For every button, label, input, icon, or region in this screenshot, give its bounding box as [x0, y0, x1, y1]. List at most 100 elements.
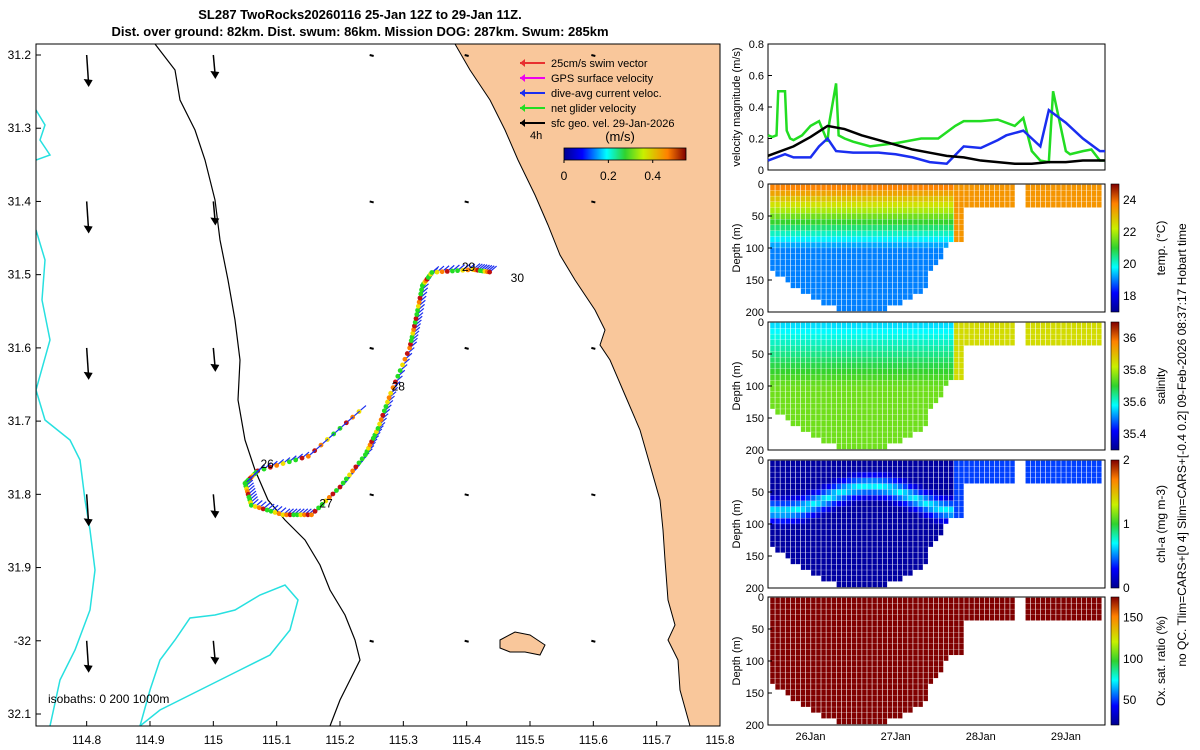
colorbar-tick-label: 0.4: [644, 169, 661, 183]
profile-data-point: [780, 684, 785, 690]
profile-data-point: [882, 529, 888, 536]
profile-data-point: [1066, 477, 1071, 484]
profile-data-point: [913, 661, 918, 667]
profile-data-point: [846, 380, 852, 386]
profile-scatter: [770, 597, 1102, 725]
profile-data-point: [800, 271, 806, 277]
profile-data-point: [800, 701, 806, 707]
profile-data-point: [841, 655, 847, 661]
profile-data-point: [851, 420, 857, 427]
profile-data-point: [918, 345, 923, 352]
profile-data-point: [811, 661, 816, 667]
track-point: [316, 505, 322, 511]
profile-data-point: [800, 620, 806, 627]
profile-data-point: [775, 207, 780, 214]
profile-data-point: [928, 632, 934, 638]
profile-data-point: [1030, 477, 1036, 484]
profile-colorbar: [1110, 321, 1120, 451]
profile-data-point: [836, 689, 842, 696]
profile-data-point: [903, 632, 908, 638]
track-point: [298, 512, 304, 518]
track-point: [413, 316, 419, 321]
profile-data-point: [805, 672, 811, 679]
profile-data-point: [897, 564, 903, 570]
profile-data-point: [872, 707, 877, 713]
profile-data-point: [897, 460, 903, 467]
profile-data-point: [872, 265, 877, 271]
profile-data-point: [877, 443, 882, 450]
profile-data-point: [851, 501, 857, 507]
profile-data-point: [841, 466, 847, 472]
profile-data-point: [938, 230, 944, 237]
profile-data-point: [948, 328, 954, 334]
profile-data-point: [805, 609, 811, 615]
profile-data-point: [805, 334, 811, 340]
profile-data-point: [1076, 466, 1082, 472]
profile-data-point: [811, 236, 816, 243]
profile-data-point: [892, 271, 898, 277]
profile-data-point: [903, 391, 908, 398]
profile-data-point: [841, 529, 847, 536]
track-point: [378, 417, 384, 423]
profile-data-point: [780, 190, 785, 196]
profile-data-point: [969, 339, 974, 346]
profile-data-point: [790, 213, 796, 219]
profile-data-point: [790, 489, 796, 495]
profile-data-point: [877, 420, 882, 427]
profile-data-point: [887, 409, 893, 415]
profile-data-point: [836, 506, 842, 513]
profile-data-point: [887, 253, 893, 260]
profile-data-point: [846, 707, 852, 713]
profile-data-point: [877, 552, 882, 559]
profile-data-point: [954, 351, 959, 357]
profile-data-point: [790, 368, 796, 375]
profile-data-point: [775, 661, 780, 667]
profile-data-point: [841, 575, 847, 582]
profile-data-point: [928, 501, 934, 507]
profile-ylabel: Depth (m): [731, 637, 743, 686]
profile-data-point: [882, 672, 888, 679]
profile-data-point: [862, 339, 867, 346]
profile-data-point: [811, 397, 816, 404]
track-point: [410, 330, 416, 336]
profile-data-point: [811, 380, 816, 386]
track-point: [276, 511, 282, 517]
colorbar-tick-label: 0.2: [600, 169, 617, 183]
profile-data-point: [928, 466, 934, 472]
profile-data-point: [831, 495, 837, 501]
profile-data-point: [892, 712, 898, 719]
profile-data-point: [923, 351, 928, 357]
track-point: [323, 498, 329, 504]
profile-data-point: [811, 684, 816, 690]
profile-data-point: [908, 501, 913, 507]
profile-data-point: [892, 328, 898, 334]
profile-data-point: [800, 207, 806, 214]
profile-data-point: [913, 655, 918, 661]
profile-data-point: [790, 655, 796, 661]
profile-data-point: [933, 643, 939, 650]
profile-data-point: [821, 294, 826, 300]
profile-data-point: [872, 328, 877, 334]
profile-data-point: [851, 207, 857, 214]
profile-data-point: [882, 345, 888, 352]
profile-data-point: [1071, 609, 1077, 615]
profile-data-point: [913, 345, 918, 352]
profile-data-point: [923, 460, 928, 467]
profile-data-point: [846, 632, 852, 638]
profile-data-point: [954, 368, 959, 375]
profile-data-point: [780, 614, 785, 621]
profile-data-point: [857, 305, 862, 312]
profile-ytick-label: 50: [752, 487, 764, 499]
profile-data-point: [882, 236, 888, 243]
profile-data-point: [821, 535, 826, 542]
profile-data-point: [938, 489, 944, 495]
profile-data-point: [913, 259, 918, 266]
profile-data-point: [908, 409, 913, 415]
profile-data-point: [841, 460, 847, 467]
profile-data-point: [1086, 614, 1092, 621]
profile-data-point: [1076, 597, 1082, 604]
profile-data-point: [918, 524, 923, 530]
profile-data-point: [775, 666, 780, 673]
profile-data-point: [790, 495, 796, 501]
profile-data-point: [897, 437, 903, 444]
